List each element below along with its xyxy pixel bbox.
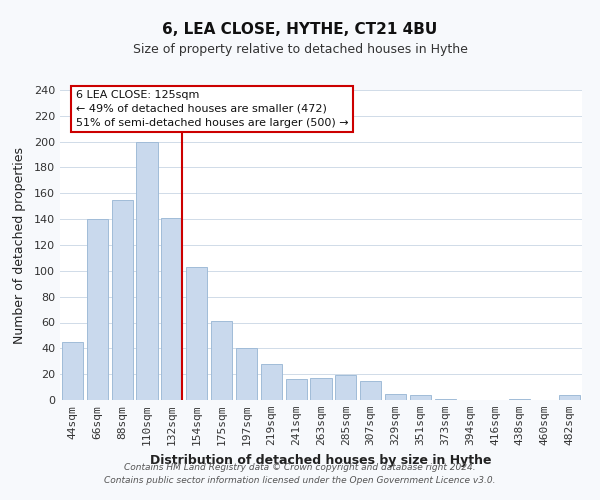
X-axis label: Distribution of detached houses by size in Hythe: Distribution of detached houses by size … [150, 454, 492, 466]
Text: 6 LEA CLOSE: 125sqm
← 49% of detached houses are smaller (472)
51% of semi-detac: 6 LEA CLOSE: 125sqm ← 49% of detached ho… [76, 90, 348, 128]
Bar [236, 348, 257, 400]
Bar [335, 376, 356, 400]
Text: Size of property relative to detached houses in Hythe: Size of property relative to detached ho… [133, 42, 467, 56]
Bar [112, 200, 133, 400]
Bar [559, 395, 580, 400]
Text: 6, LEA CLOSE, HYTHE, CT21 4BU: 6, LEA CLOSE, HYTHE, CT21 4BU [163, 22, 437, 38]
Bar [211, 321, 232, 400]
Y-axis label: Number of detached properties: Number of detached properties [13, 146, 26, 344]
Bar [360, 380, 381, 400]
Bar [136, 142, 158, 400]
Bar [385, 394, 406, 400]
Bar [509, 398, 530, 400]
Bar [310, 378, 332, 400]
Bar [435, 398, 456, 400]
Bar [161, 218, 182, 400]
Bar [62, 342, 83, 400]
Text: Contains HM Land Registry data © Crown copyright and database right 2024.: Contains HM Land Registry data © Crown c… [124, 464, 476, 472]
Bar [410, 395, 431, 400]
Bar [286, 380, 307, 400]
Text: Contains public sector information licensed under the Open Government Licence v3: Contains public sector information licen… [104, 476, 496, 485]
Bar [186, 267, 207, 400]
Bar [261, 364, 282, 400]
Bar [87, 219, 108, 400]
